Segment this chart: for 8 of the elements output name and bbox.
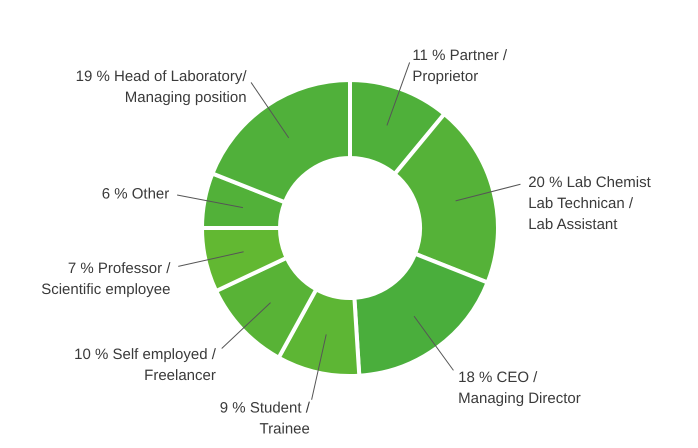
- slice-label: 11 % Partner / Proprietor: [412, 46, 508, 85]
- slice-label: 20 % Lab Chemist Lab Technican / Lab Assistant: [528, 174, 652, 234]
- slice-label: 19 % Head of Laboratory/ Managing position: [76, 68, 248, 106]
- slice-label: 6 % Other: [102, 186, 170, 203]
- slice-label: 9 % Student / Trainee: [220, 400, 311, 438]
- slice-label: 18 % CEO / Managing Director: [458, 368, 581, 407]
- slice-label: 10 % Self employed / Freelancer: [74, 346, 217, 384]
- slice-label: 7 % Professor / Scientific employee: [41, 260, 172, 298]
